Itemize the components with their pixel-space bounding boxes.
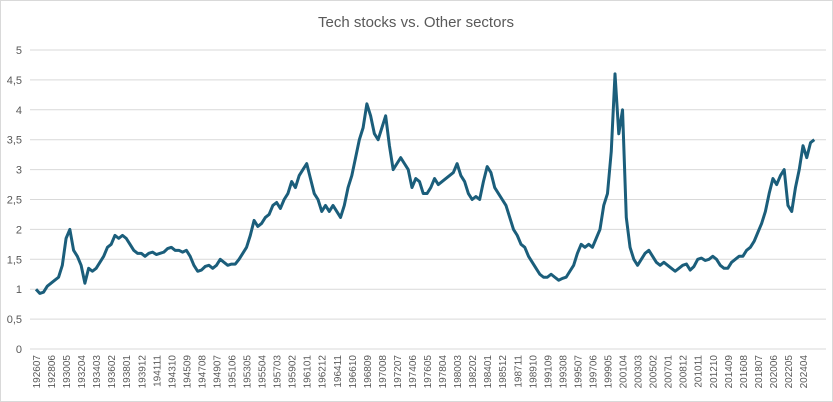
line-series xyxy=(34,72,816,295)
x-tick-label: 201807 xyxy=(754,355,765,389)
x-tick-label: 201011 xyxy=(694,355,705,388)
x-tick-label: 197008 xyxy=(378,355,389,389)
x-tick-label: 192806 xyxy=(47,355,58,389)
x-tick-label: 202006 xyxy=(769,355,780,389)
y-tick-label: 3,5 xyxy=(7,135,22,147)
x-tick-label: 195504 xyxy=(258,355,269,389)
y-tick-label: 2,5 xyxy=(7,195,22,207)
x-tick-label: 193005 xyxy=(62,355,73,389)
x-tick-label: 198003 xyxy=(453,355,464,389)
x-tick-label: 193403 xyxy=(92,355,103,389)
x-tick-label: 198202 xyxy=(468,355,479,389)
x-tick-label: 195703 xyxy=(273,355,284,389)
x-tick-label: 193912 xyxy=(137,355,148,389)
x-tick-label: 199308 xyxy=(558,355,569,389)
x-tick-label: 194509 xyxy=(182,355,193,389)
x-tick-label: 193602 xyxy=(107,355,118,389)
y-tick-label: 3 xyxy=(16,165,22,177)
x-tick-label: 196610 xyxy=(348,355,359,389)
y-tick-label: 1 xyxy=(16,284,22,296)
x-tick-label: 195902 xyxy=(288,355,299,389)
y-tick-label: 4,5 xyxy=(7,75,22,87)
x-tick-label: 194310 xyxy=(167,355,178,389)
x-tick-label: 197207 xyxy=(393,355,404,389)
x-tick-label: 197605 xyxy=(423,355,434,389)
x-tick-label: 199706 xyxy=(588,355,599,389)
x-tick-label: 194907 xyxy=(212,355,223,389)
x-tick-label: 198401 xyxy=(483,355,494,389)
x-tick-label: 196411 xyxy=(333,355,344,388)
x-tick-label: 200502 xyxy=(649,355,660,389)
x-tick-label: 201210 xyxy=(709,355,720,389)
x-tick-label: 200303 xyxy=(634,355,645,389)
y-tick-label: 0,5 xyxy=(7,314,22,326)
x-tick-label: 198711 xyxy=(513,355,524,388)
y-tick-label: 2 xyxy=(16,224,22,236)
y-tick-label: 4 xyxy=(16,105,22,117)
x-tick-label: 199507 xyxy=(573,355,584,389)
x-tick-label: 200701 xyxy=(664,355,675,389)
x-tick-label: 194111 xyxy=(152,355,163,387)
x-tick-label: 202404 xyxy=(799,355,810,389)
x-tick-label: 198910 xyxy=(528,355,539,389)
x-tick-label: 195106 xyxy=(228,355,239,389)
x-tick-label: 201608 xyxy=(739,355,750,389)
y-tick-label: 5 xyxy=(16,45,22,57)
x-tick-label: 196809 xyxy=(363,355,374,389)
x-tick-label: 196212 xyxy=(318,355,329,389)
chart-title: Tech stocks vs. Other sectors xyxy=(318,14,514,31)
x-tick-label: 199905 xyxy=(603,355,614,389)
x-tick-label: 198512 xyxy=(498,355,509,389)
x-tick-label: 201409 xyxy=(724,355,735,389)
x-tick-label: 195305 xyxy=(243,355,254,389)
x-tick-label: 193204 xyxy=(77,355,88,389)
x-tick-label: 193801 xyxy=(122,355,133,389)
y-tick-label: 0 xyxy=(16,344,22,356)
x-tick-label: 199109 xyxy=(543,355,554,389)
x-tick-label: 200104 xyxy=(619,355,630,389)
y-tick-label: 1,5 xyxy=(7,254,22,266)
x-tick-label: 192607 xyxy=(32,355,43,389)
x-tick-label: 200812 xyxy=(679,355,690,389)
x-tick-label: 196101 xyxy=(303,355,314,389)
x-tick-label: 197406 xyxy=(408,355,419,389)
x-tick-label: 202205 xyxy=(784,355,795,389)
x-tick-label: 197804 xyxy=(438,355,449,389)
x-tick-label: 194708 xyxy=(197,355,208,389)
